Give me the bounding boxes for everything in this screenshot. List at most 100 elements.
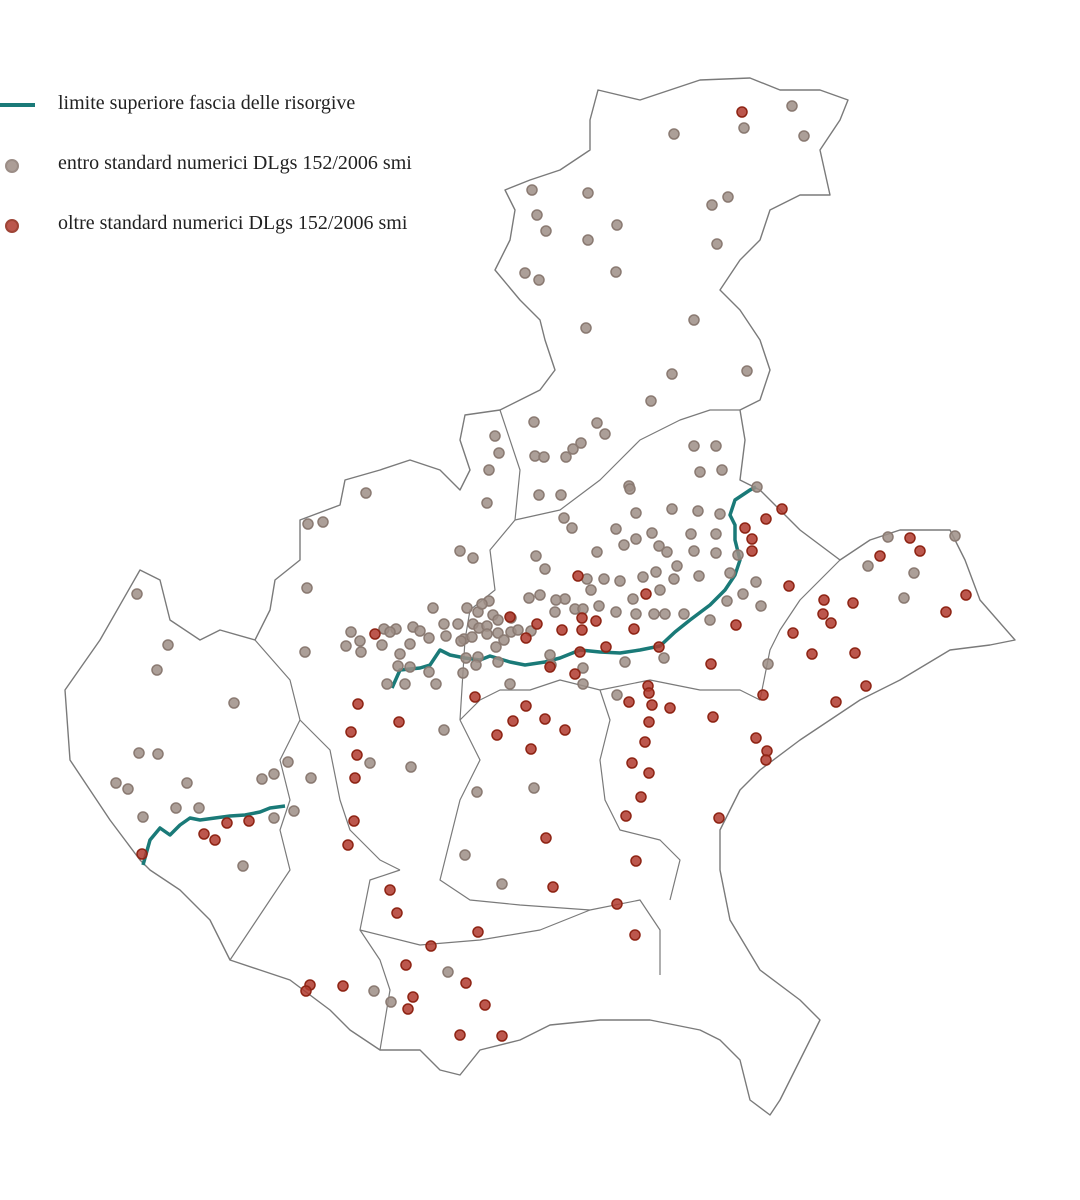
point-oltre-standard — [646, 699, 658, 711]
point-entro-standard — [538, 451, 550, 463]
point-oltre-standard — [730, 619, 742, 631]
risorgive-line-west — [141, 804, 286, 866]
point-entro-standard — [666, 503, 678, 515]
point-oltre-standard — [643, 716, 655, 728]
point-entro-standard — [354, 635, 366, 647]
point-oltre-standard — [342, 839, 354, 851]
point-oltre-standard — [629, 929, 641, 941]
legend-label: oltre standard numerici DLgs 152/2006 sm… — [58, 212, 408, 234]
point-entro-standard — [711, 238, 723, 250]
point-entro-standard — [724, 567, 736, 579]
point-entro-standard — [755, 600, 767, 612]
point-entro-standard — [496, 878, 508, 890]
point-oltre-standard — [626, 757, 638, 769]
point-entro-standard — [661, 546, 673, 558]
point-oltre-standard — [847, 597, 859, 609]
point-oltre-standard — [472, 926, 484, 938]
point-entro-standard — [710, 547, 722, 559]
province-border — [229, 719, 301, 961]
point-entro-standard — [355, 646, 367, 658]
province-border — [459, 409, 521, 721]
point-entro-standard — [645, 395, 657, 407]
point-entro-standard — [193, 802, 205, 814]
point-entro-standard — [533, 274, 545, 286]
point-oltre-standard — [569, 668, 581, 680]
point-entro-standard — [467, 552, 479, 564]
point-entro-standard — [404, 661, 416, 673]
point-oltre-standard — [736, 106, 748, 118]
point-entro-standard — [627, 593, 639, 605]
point-entro-standard — [599, 428, 611, 440]
point-entro-standard — [137, 811, 149, 823]
point-entro-standard — [384, 626, 396, 638]
point-entro-standard — [152, 748, 164, 760]
point-oltre-standard — [705, 658, 717, 670]
point-entro-standard — [481, 497, 493, 509]
point-entro-standard — [762, 658, 774, 670]
point-oltre-standard — [574, 646, 586, 658]
point-entro-standard — [440, 630, 452, 642]
point-entro-standard — [737, 588, 749, 600]
point-entro-standard — [722, 191, 734, 203]
point-oltre-standard — [454, 1029, 466, 1041]
point-entro-standard — [648, 608, 660, 620]
point-oltre-standard — [384, 884, 396, 896]
point-entro-standard — [539, 563, 551, 575]
point-entro-standard — [404, 638, 416, 650]
point-entro-standard — [610, 523, 622, 535]
point-entro-standard — [526, 184, 538, 196]
point-oltre-standard — [345, 726, 357, 738]
point-oltre-standard — [544, 661, 556, 673]
point-entro-standard — [162, 639, 174, 651]
point-oltre-standard — [507, 715, 519, 727]
point-entro-standard — [898, 592, 910, 604]
point-entro-standard — [566, 522, 578, 534]
point-oltre-standard — [402, 1003, 414, 1015]
point-entro-standard — [659, 608, 671, 620]
point-oltre-standard — [460, 977, 472, 989]
point-entro-standard — [716, 464, 728, 476]
point-oltre-standard — [520, 700, 532, 712]
point-oltre-standard — [525, 743, 537, 755]
point-entro-standard — [567, 443, 579, 455]
legend-item-oltre: oltre standard numerici DLgs 152/2006 sm… — [0, 208, 520, 238]
point-entro-standard — [593, 600, 605, 612]
point-oltre-standard — [425, 940, 437, 952]
point-entro-standard — [392, 660, 404, 672]
point-entro-standard — [504, 678, 516, 690]
point-entro-standard — [751, 481, 763, 493]
point-oltre-standard — [221, 817, 233, 829]
point-oltre-standard — [504, 611, 516, 623]
point-entro-standard — [364, 757, 376, 769]
point-oltre-standard — [653, 641, 665, 653]
province-border — [439, 719, 591, 911]
point-oltre-standard — [643, 767, 655, 779]
point-entro-standard — [427, 602, 439, 614]
point-oltre-standard — [590, 615, 602, 627]
point-oltre-standard — [849, 647, 861, 659]
point-oltre-standard — [547, 881, 559, 893]
region-outline — [64, 77, 1016, 1116]
province-border — [359, 869, 401, 1051]
point-entro-standard — [591, 417, 603, 429]
point-entro-standard — [414, 625, 426, 637]
teal-line-icon — [0, 103, 35, 107]
point-entro-standard — [550, 594, 562, 606]
point-oltre-standard — [914, 545, 926, 557]
point-entro-standard — [654, 584, 666, 596]
point-entro-standard — [317, 516, 329, 528]
point-entro-standard — [466, 631, 478, 643]
point-entro-standard — [438, 618, 450, 630]
point-entro-standard — [618, 539, 630, 551]
point-entro-standard — [481, 628, 493, 640]
point-oltre-standard — [830, 696, 842, 708]
point-entro-standard — [170, 802, 182, 814]
point-entro-standard — [714, 508, 726, 520]
point-entro-standard — [630, 507, 642, 519]
point-oltre-standard — [369, 628, 381, 640]
point-oltre-standard — [628, 623, 640, 635]
risorgive-line-east — [390, 485, 757, 689]
point-entro-standard — [512, 624, 524, 636]
point-entro-standard — [721, 595, 733, 607]
province-boundaries — [64, 77, 1016, 1116]
